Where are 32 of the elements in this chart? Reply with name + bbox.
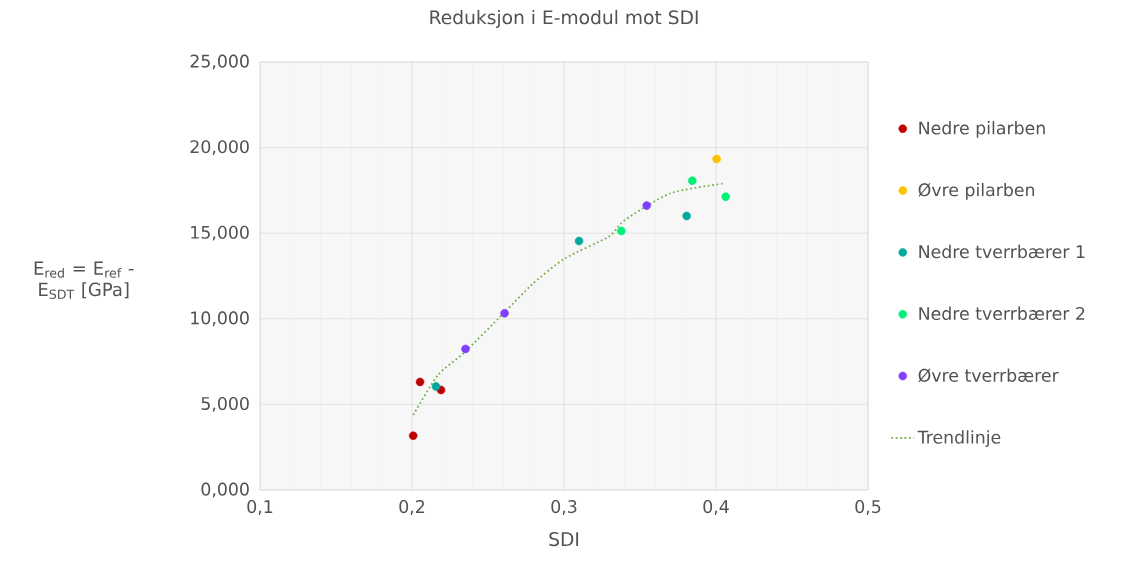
legend-label: Øvre tverrbærer [918, 368, 1059, 383]
legend-label: Nedre tverrbærer 2 [919, 306, 1085, 321]
point [500, 309, 509, 318]
x-tick-label: 0,3 [551, 500, 577, 515]
point [721, 192, 730, 201]
point [431, 382, 441, 391]
x-axis-title: SDI [549, 532, 579, 547]
y-tick-label: 20,000 [190, 140, 249, 156]
point [461, 344, 470, 354]
y-tick-label: 10,000 [191, 311, 249, 327]
x-tick-label: 0,2 [399, 500, 425, 515]
y-tick-label: 5,000 [201, 396, 249, 412]
point [688, 176, 697, 185]
point [617, 226, 626, 236]
x-tick-label: 0,4 [703, 500, 729, 515]
point [574, 236, 584, 246]
legend-label: Øvre pilarben [918, 182, 1035, 200]
point [415, 377, 425, 387]
legend-label: Trendlinje [917, 430, 1001, 448]
point [408, 431, 418, 440]
point [642, 201, 651, 210]
legend-label: Nedre pilarben [919, 121, 1045, 138]
chart-title: Reduksjon i E-modul mot SDI [430, 9, 698, 28]
point [682, 211, 691, 221]
x-tick-label: 0,1 [247, 500, 273, 515]
y-tick-label: 15,000 [191, 225, 249, 241]
text: E$_{red}$ = E$_{ref}$ -E$_{SDT}$ [GPa] [34, 261, 134, 300]
legend-label: Nedre tverrbærer 1 [919, 244, 1085, 259]
x-tick-label: 0,5 [855, 500, 881, 515]
y-tick-label: 0,000 [201, 482, 249, 498]
point [712, 154, 721, 164]
y-tick-label: 25,000 [190, 54, 249, 70]
